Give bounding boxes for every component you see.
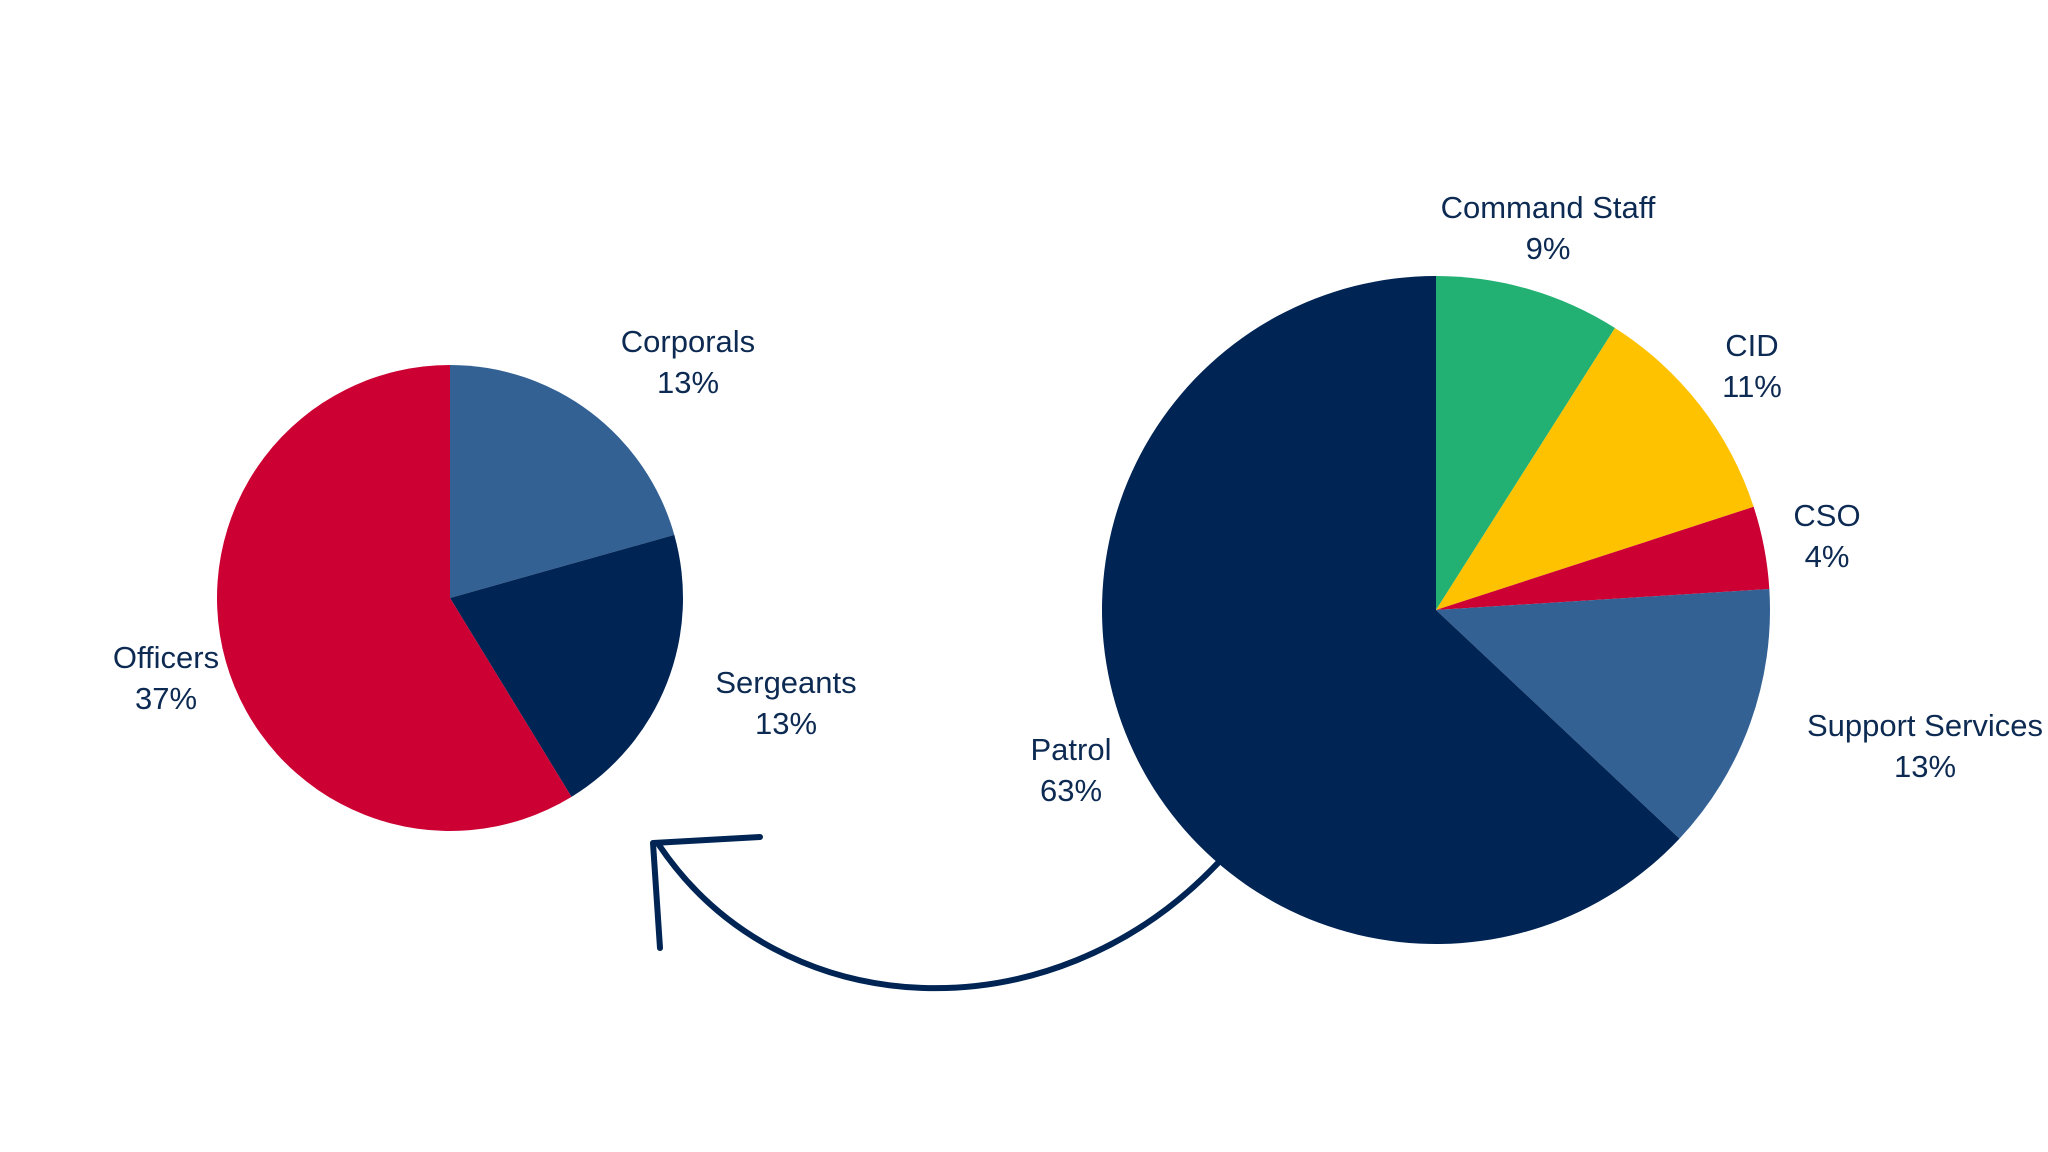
slice-label-patrol: Patrol 63% (1031, 732, 1112, 808)
slice-label-cid: CID 11% (1722, 328, 1782, 404)
slice-label-support-services: Support Services 13% (1807, 708, 2043, 784)
pie-slice-cso (1436, 506, 1770, 610)
slice-percent: 63% (1040, 773, 1102, 808)
pie-slice-command-staff (1436, 276, 1615, 610)
slice-category: CSO (1793, 498, 1860, 533)
slice-category: Patrol (1031, 732, 1112, 767)
patrol-breakdown-labels: Corporals 13% Sergeants 13% Officers 37% (113, 324, 857, 741)
pie-slice-patrol (1102, 276, 1680, 945)
pie-slice-support-services (1436, 589, 1771, 839)
slice-percent: 13% (657, 365, 719, 400)
slice-category: Corporals (621, 324, 755, 359)
slice-label-cso: CSO 4% (1793, 498, 1860, 574)
arrow-curve (656, 842, 1221, 992)
pie-slice-corporals (450, 365, 675, 598)
slice-category: Officers (113, 640, 219, 675)
slice-percent: 4% (1805, 539, 1850, 574)
pie-slice-sergeants (450, 534, 683, 797)
slice-percent: 11% (1722, 369, 1782, 404)
slice-percent: 9% (1526, 231, 1571, 266)
slice-percent: 13% (755, 706, 817, 741)
slice-percent: 13% (1894, 749, 1956, 784)
curved-arrow-icon (650, 834, 1221, 992)
department-labels: Command Staff 9% CID 11% CSO 4% Support Servic… (1031, 190, 2044, 808)
slice-category: Command Staff (1441, 190, 1656, 225)
slice-category: Sergeants (715, 665, 856, 700)
arrow-head (650, 834, 763, 951)
slice-label-corporals: Corporals 13% (621, 324, 755, 400)
slice-category: Support Services (1807, 708, 2043, 743)
pie-slice-cid (1436, 327, 1754, 610)
patrol-breakdown-pie (217, 365, 683, 831)
slice-label-command-staff: Command Staff 9% (1441, 190, 1656, 266)
slice-category: CID (1725, 328, 1778, 363)
slice-label-officers: Officers 37% (113, 640, 219, 716)
slice-percent: 37% (135, 681, 197, 716)
department-pie (1102, 276, 1771, 945)
pie-slice-officers (217, 365, 572, 831)
slice-label-sergeants: Sergeants 13% (715, 665, 856, 741)
